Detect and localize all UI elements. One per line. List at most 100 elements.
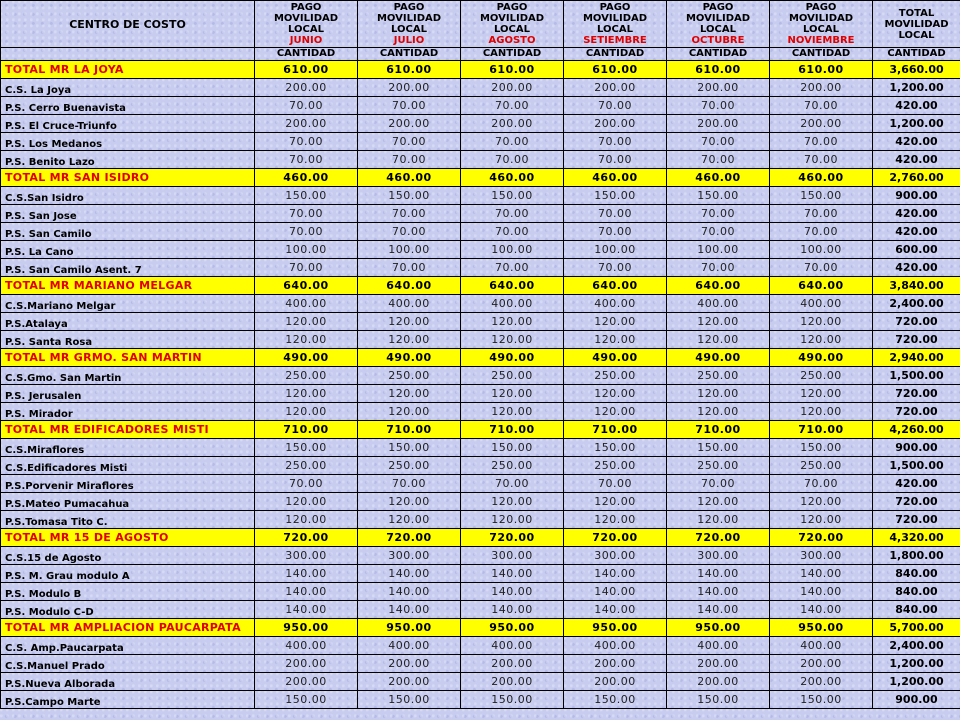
monthly-amount-cell: 300.00 [666, 546, 770, 565]
monthly-amount-cell: 610.00 [460, 60, 564, 79]
monthly-amount-cell: 70.00 [357, 204, 461, 223]
table-row: C.S.Edificadores Misti 250.00 250.00 250.00… [0, 456, 960, 475]
monthly-amount-cell: 640.00 [460, 276, 564, 295]
monthly-amount-cell: 200.00 [769, 654, 873, 673]
table-row: P.S. El Cruce-Triunfo 200.00 200.00 200.00 2… [0, 114, 960, 133]
row-total-cell: 840.00 [872, 600, 960, 619]
monthly-amount-cell: 400.00 [666, 294, 770, 313]
header-cantidad: CANTIDAD [872, 47, 960, 61]
cost-center-name: P.S. San Jose [0, 204, 255, 223]
monthly-amount-cell: 710.00 [563, 420, 667, 439]
header-month-line: MOVILIDAD [685, 13, 751, 24]
monthly-amount-cell: 150.00 [563, 186, 667, 205]
monthly-amount-cell: 460.00 [666, 168, 770, 187]
monthly-amount-cell: 140.00 [769, 564, 873, 583]
header-month-line: LOCAL [288, 24, 324, 35]
monthly-amount-cell: 100.00 [769, 240, 873, 259]
row-total-cell: 720.00 [872, 510, 960, 529]
monthly-amount-cell: 720.00 [460, 528, 564, 547]
monthly-amount-cell: 710.00 [254, 420, 358, 439]
monthly-amount-cell: 400.00 [460, 636, 564, 655]
monthly-amount-cell: 140.00 [666, 600, 770, 619]
monthly-amount-cell: 120.00 [563, 510, 667, 529]
table-row: P.S. San Camilo 70.00 70.00 70.00 70.00 70.00… [0, 222, 960, 241]
table-row: P.S. Modulo B 140.00 140.00 140.00 140.00 140… [0, 582, 960, 601]
header-month-line: MOVILIDAD [479, 13, 545, 24]
header-cantidad: CANTIDAD [769, 47, 873, 61]
monthly-amount-cell: 610.00 [769, 60, 873, 79]
monthly-amount-cell: 120.00 [254, 312, 358, 331]
monthly-amount-cell: 140.00 [357, 600, 461, 619]
monthly-amount-cell: 150.00 [563, 438, 667, 457]
monthly-amount-cell: 150.00 [460, 438, 564, 457]
table-row: C.S.Miraflores 150.00 150.00 150.00 150.00 15… [0, 438, 960, 457]
subtotal-row: TOTAL MR AMPLIACION PAUCARPATA 950.00 950.… [0, 618, 960, 637]
monthly-amount-cell: 140.00 [254, 600, 358, 619]
monthly-amount-cell: 200.00 [769, 114, 873, 133]
monthly-amount-cell: 200.00 [563, 78, 667, 97]
monthly-amount-cell: 70.00 [254, 96, 358, 115]
monthly-amount-cell: 70.00 [460, 474, 564, 493]
monthly-amount-cell: 200.00 [357, 672, 461, 691]
row-total-cell: 1,500.00 [872, 456, 960, 475]
monthly-amount-cell: 120.00 [357, 330, 461, 349]
monthly-amount-cell: 200.00 [563, 114, 667, 133]
monthly-amount-cell: 70.00 [460, 96, 564, 115]
monthly-amount-cell: 150.00 [460, 186, 564, 205]
monthly-amount-cell: 610.00 [357, 60, 461, 79]
monthly-amount-cell: 100.00 [254, 240, 358, 259]
monthly-amount-cell: 140.00 [769, 582, 873, 601]
monthly-amount-cell: 150.00 [460, 690, 564, 709]
monthly-amount-cell: 70.00 [666, 150, 770, 169]
monthly-amount-cell: 120.00 [769, 510, 873, 529]
monthly-amount-cell: 640.00 [666, 276, 770, 295]
monthly-amount-cell: 120.00 [563, 492, 667, 511]
header-month-line: PAGO [393, 2, 425, 13]
cost-center-name: P.S.Porvenir Miraflores [0, 474, 255, 493]
header-month-line: PAGO [496, 2, 528, 13]
monthly-amount-cell: 250.00 [357, 366, 461, 385]
cost-center-name: P.S. Modulo C-D [0, 600, 255, 619]
monthly-amount-cell: 640.00 [357, 276, 461, 295]
monthly-amount-cell: 720.00 [254, 528, 358, 547]
monthly-amount-cell: 100.00 [460, 240, 564, 259]
table-row: C.S.Manuel Prado 200.00 200.00 200.00 200.00… [0, 654, 960, 673]
monthly-amount-cell: 70.00 [563, 132, 667, 151]
monthly-amount-cell: 610.00 [563, 60, 667, 79]
monthly-amount-cell: 720.00 [666, 528, 770, 547]
monthly-amount-cell: 120.00 [357, 384, 461, 403]
row-total-cell: 420.00 [872, 132, 960, 151]
header-total-line: MOVILIDAD [884, 18, 949, 30]
monthly-amount-cell: 200.00 [666, 78, 770, 97]
header-total-line: TOTAL [898, 7, 935, 19]
monthly-amount-cell: 120.00 [357, 402, 461, 421]
table-row: P.S.Campo Marte 150.00 150.00 150.00 150.00 1… [0, 690, 960, 709]
monthly-amount-cell: 120.00 [563, 384, 667, 403]
monthly-amount-cell: 400.00 [563, 636, 667, 655]
monthly-amount-cell: 140.00 [666, 564, 770, 583]
subtotal-row: TOTAL MR LA JOYA 610.00 610.00 610.00 610.00… [0, 60, 960, 79]
monthly-amount-cell: 150.00 [254, 438, 358, 457]
monthly-amount-cell: 120.00 [460, 402, 564, 421]
header-month-name: AGOSTO [488, 35, 536, 46]
cost-center-name: C.S.Miraflores [0, 438, 255, 457]
monthly-amount-cell: 490.00 [357, 348, 461, 367]
table-row: P.S.Porvenir Miraflores 70.00 70.00 70.00 70… [0, 474, 960, 493]
monthly-amount-cell: 140.00 [460, 582, 564, 601]
row-total-cell: 720.00 [872, 312, 960, 331]
monthly-amount-cell: 710.00 [460, 420, 564, 439]
monthly-amount-cell: 70.00 [769, 258, 873, 277]
monthly-amount-cell: 150.00 [254, 690, 358, 709]
header-cantidad: CANTIDAD [563, 47, 667, 61]
header-centro-de-costo: CENTRO DE COSTO [0, 0, 255, 48]
header-month-line: MOVILIDAD [376, 13, 442, 24]
header-cantidad: CANTIDAD [460, 47, 564, 61]
table-row: P.S. Los Medanos 70.00 70.00 70.00 70.00 70.0… [0, 132, 960, 151]
monthly-amount-cell: 200.00 [666, 114, 770, 133]
subtotal-row: TOTAL MR SAN ISIDRO 460.00 460.00 460.00 460… [0, 168, 960, 187]
monthly-amount-cell: 150.00 [357, 690, 461, 709]
monthly-amount-cell: 250.00 [563, 366, 667, 385]
row-total-cell: 1,800.00 [872, 546, 960, 565]
monthly-amount-cell: 120.00 [460, 312, 564, 331]
